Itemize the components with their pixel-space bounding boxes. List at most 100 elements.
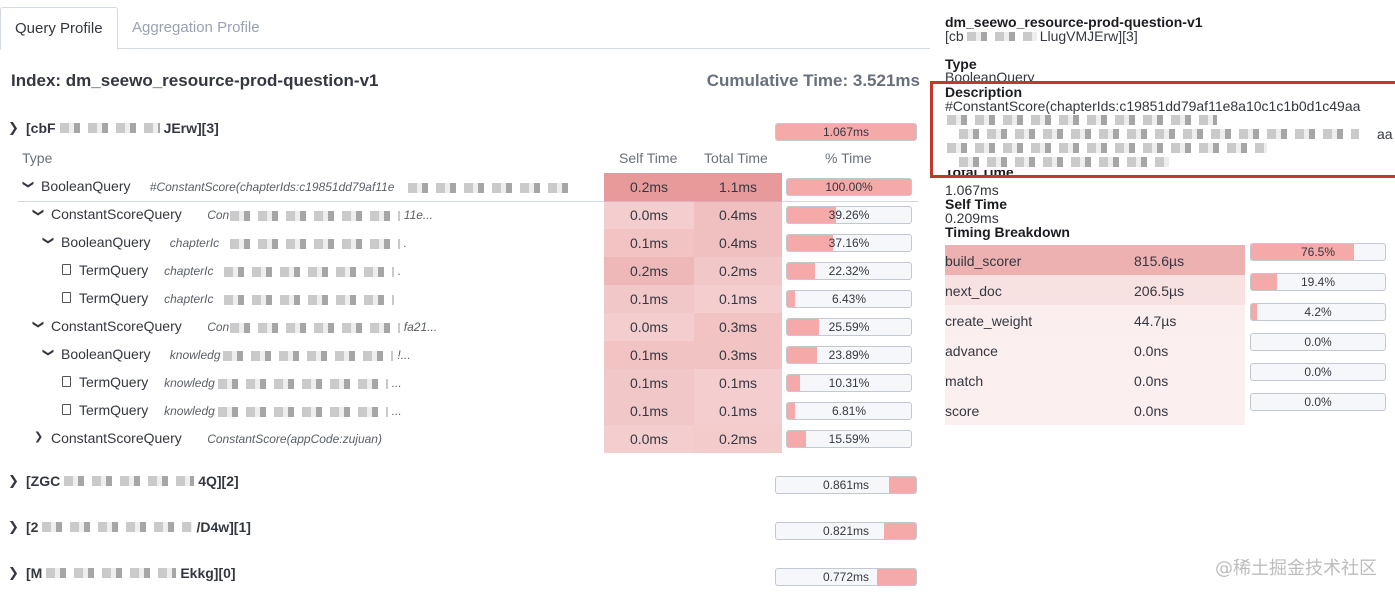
bar-background [795, 403, 911, 419]
pct-time-label: 6.81% [831, 404, 867, 418]
redacted-text [42, 522, 193, 532]
query-row[interactable]: 0.2ms 0.2ms 22.32% TermQuery chapterIc. [18, 257, 918, 285]
redacted-text [223, 267, 394, 277]
breakdown-name: advance [945, 343, 998, 359]
bar-background [1353, 244, 1385, 260]
breakdown-pct-bar: 0.0% [1250, 363, 1386, 381]
description-value: #ConstantScore(chapterIds:c19851dd79af11… [945, 98, 1361, 114]
total-time-cell: 0.1ms [694, 369, 782, 397]
total-time-cell: 0.1ms [694, 397, 782, 425]
query-description: ConstantScore(appCode:zujuan) [207, 432, 382, 446]
chevron-right-icon[interactable]: ❯ [8, 519, 19, 534]
query-type: TermQuery [79, 402, 149, 418]
chevron-right-icon[interactable]: ❯ [34, 431, 44, 443]
pct-time-label: 22.32% [828, 264, 870, 278]
header-total-time: Total Time [704, 150, 768, 166]
pct-time-label: 6.43% [831, 292, 867, 306]
redacted-text [223, 351, 394, 361]
breakdown-value: 0.0ns [1134, 343, 1169, 359]
self-time-cell: 0.1ms [604, 397, 694, 425]
detail-shard-id: [cb LlugVMJErw][3] [945, 28, 1138, 44]
query-type: TermQuery [79, 290, 149, 306]
query-description: Con [207, 320, 230, 334]
shard-row[interactable]: ❯ [2/D4w][1] [0, 515, 930, 543]
breakdown-pct-label: 76.5% [1300, 245, 1336, 259]
shard-name: [2/D4w][1] [26, 519, 251, 535]
shard-time-label: 1.067ms [822, 125, 870, 139]
breakdown-value: 44.7µs [1134, 313, 1177, 329]
self-time-cell: 0.0ms [604, 425, 694, 453]
query-row[interactable]: 0.1ms 0.1ms 10.31% TermQuery knowledg... [18, 369, 918, 397]
leaf-node-icon [62, 264, 71, 275]
chevron-down-icon[interactable]: ❯ [32, 207, 45, 218]
bar-background [833, 235, 911, 251]
query-row[interactable]: 0.1ms 0.1ms 6.81% TermQuery knowledg... [18, 397, 918, 425]
chevron-right-icon[interactable]: ❯ [8, 120, 19, 135]
query-description: chapterIc [169, 236, 220, 250]
breakdown-pct-label: 0.0% [1304, 395, 1332, 409]
breakdown-pct-label: 0.0% [1304, 365, 1332, 379]
total-time-cell: 0.1ms [694, 285, 782, 313]
chevron-right-icon[interactable]: ❯ [8, 565, 19, 580]
chevron-down-icon[interactable]: ❯ [32, 319, 45, 330]
query-row[interactable]: 0.0ms 0.3ms 25.59% ❯ ConstantScoreQuery Con fa… [18, 313, 918, 341]
redacted-text [229, 211, 400, 221]
pct-time-bar: 6.43% [786, 290, 912, 308]
query-row[interactable]: 0.0ms 0.2ms 15.59% ❯ ConstantScoreQuery Const… [18, 425, 918, 453]
shard-time-label: 0.861ms [822, 478, 870, 492]
shard-row[interactable]: ❯ [M Ekkg][0] [0, 561, 930, 589]
leaf-node-icon [62, 376, 71, 387]
redacted-text [408, 183, 568, 193]
tab-query-profile[interactable]: Query Profile [0, 7, 118, 50]
chevron-down-icon[interactable]: ❯ [22, 179, 35, 190]
row-divider [18, 201, 918, 202]
pct-time-bar: 100.00% [786, 178, 912, 196]
query-row[interactable]: 0.1ms 0.4ms 37.16% ❯ BooleanQuery chapterIc. [18, 229, 918, 257]
pct-time-bar: 39.26% [786, 206, 912, 224]
breakdown-value: 0.0ns [1134, 403, 1169, 419]
tab-aggregation-profile[interactable]: Aggregation Profile [132, 19, 260, 36]
shard-row[interactable]: ❯ [cbF JErw][3] [0, 116, 930, 144]
pct-time-bar: 10.31% [786, 374, 912, 392]
query-row[interactable]: 0.1ms 0.1ms 6.43% TermQuery chapterIc [18, 285, 918, 313]
query-description-tail: . [403, 236, 407, 250]
chevron-down-icon[interactable]: ❯ [42, 347, 55, 358]
breakdown-row: create_weight 44.7µs [945, 305, 1245, 335]
redacted-text [947, 115, 1217, 125]
bar-background [776, 477, 889, 493]
breakdown-name: build_scorer [945, 253, 1022, 269]
header-type: Type [22, 150, 53, 166]
query-type: TermQuery [79, 374, 149, 390]
query-row[interactable]: 0.0ms 0.4ms 39.26% ❯ ConstantScoreQuery Con 11… [18, 201, 918, 229]
query-row[interactable]: 0.1ms 0.3ms 23.89% ❯ BooleanQuery knowledg!..… [18, 341, 918, 369]
shard-time-bar: 0.861ms [775, 476, 917, 494]
pct-time-label: 10.31% [828, 376, 870, 390]
pct-time-label: 37.16% [828, 236, 870, 250]
breakdown-name: match [945, 373, 984, 389]
shard-row[interactable]: ❯ [ZGC 4Q][2] [0, 469, 930, 497]
total-time-cell: 0.2ms [694, 425, 782, 453]
self-time-cell: 0.0ms [604, 313, 694, 341]
query-type: ConstantScoreQuery [51, 206, 182, 222]
breakdown-name: create_weight [945, 313, 1033, 329]
total-time-label: Total Time [945, 170, 1014, 178]
query-description-tail: . [397, 264, 402, 278]
timing-breakdown-label: Timing Breakdown [945, 224, 1070, 240]
redacted-text [229, 323, 400, 333]
query-row[interactable]: 0.2ms 1.1ms 100.00% ❯ BooleanQuery #ConstantS… [18, 173, 918, 201]
redacted-text [217, 379, 388, 389]
shard-name: [cbF JErw][3] [26, 120, 219, 136]
breakdown-pct-bar: 19.4% [1250, 273, 1386, 291]
chevron-right-icon[interactable]: ❯ [8, 473, 19, 488]
self-time-cell: 0.0ms [604, 201, 694, 229]
self-time-cell: 0.1ms [604, 229, 694, 257]
total-time-cell: 1.1ms [694, 173, 782, 201]
redacted-text [959, 129, 1359, 139]
self-time-label: Self Time [945, 196, 1007, 212]
bar-background [794, 291, 911, 307]
pct-time-bar: 23.89% [786, 346, 912, 364]
leaf-node-icon [62, 292, 71, 303]
breakdown-value: 206.5µs [1134, 283, 1185, 299]
chevron-down-icon[interactable]: ❯ [42, 235, 55, 246]
breakdown-pct-bar: 4.2% [1250, 303, 1386, 321]
